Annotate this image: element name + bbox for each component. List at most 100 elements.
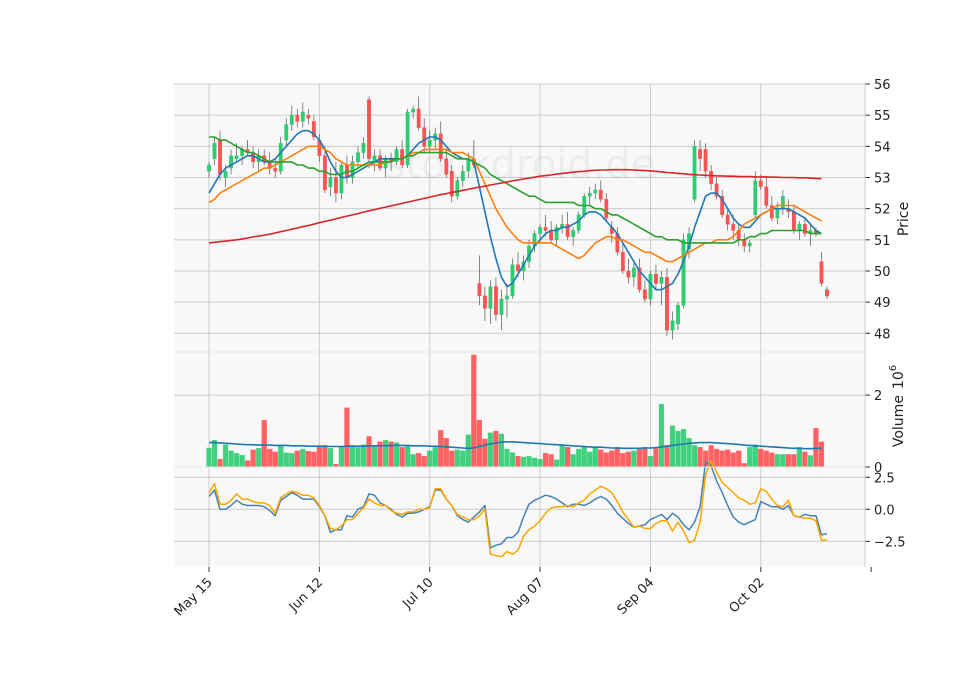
price-tick-label: 52 xyxy=(874,203,891,218)
indicator-tick-label: 0.0 xyxy=(874,503,895,518)
candle xyxy=(477,255,482,306)
volume-bar xyxy=(636,448,642,468)
candle-body xyxy=(411,108,416,113)
indicator-lines xyxy=(208,129,828,558)
volume-bar xyxy=(267,448,273,468)
candle-body xyxy=(273,167,278,172)
volume-bar xyxy=(476,420,482,468)
candle-body xyxy=(620,252,625,272)
candle-body xyxy=(367,99,371,159)
candle-body xyxy=(460,171,465,181)
candle xyxy=(681,233,686,309)
candle xyxy=(482,286,487,321)
volume-bar xyxy=(305,451,311,468)
volume-bar xyxy=(283,452,289,468)
candle xyxy=(803,218,807,237)
x-tick-label: Sep 04 xyxy=(615,575,658,618)
volume-bar xyxy=(239,454,245,468)
candle-body xyxy=(356,152,360,163)
candle-body xyxy=(488,286,493,309)
candle-body xyxy=(670,320,675,331)
candle xyxy=(753,171,758,218)
volume-tick-label: 0 xyxy=(874,461,882,476)
volume-bar xyxy=(581,446,587,468)
price-axis-title: Price xyxy=(896,202,912,236)
candle-body xyxy=(449,171,454,197)
volume-bar xyxy=(609,450,615,468)
volume-bar xyxy=(598,449,604,468)
candle xyxy=(819,252,824,287)
volume-bar xyxy=(405,445,411,468)
volume-bar xyxy=(410,454,416,468)
volume-bar xyxy=(465,434,471,468)
candle-body xyxy=(654,273,658,284)
candle-body xyxy=(753,180,758,216)
candle-body xyxy=(295,114,300,122)
volume-bar xyxy=(316,446,322,468)
candle-body xyxy=(278,143,283,172)
candle-body xyxy=(769,205,774,219)
candle-body xyxy=(455,180,460,197)
candle-body xyxy=(289,114,294,125)
volume-bar xyxy=(493,430,499,468)
candle-body xyxy=(300,111,305,122)
candle xyxy=(505,283,509,318)
candle xyxy=(361,136,366,159)
volume-bar xyxy=(587,451,593,468)
candle-body xyxy=(780,195,785,209)
volume-bar xyxy=(697,447,703,468)
candle xyxy=(334,161,338,203)
volume-bar xyxy=(222,444,229,468)
candle-body xyxy=(334,177,338,194)
candle xyxy=(306,108,311,125)
candle-body xyxy=(284,124,289,141)
volume-bar xyxy=(658,403,665,468)
candle xyxy=(692,140,697,203)
volume-bar xyxy=(233,453,240,468)
candle xyxy=(654,264,658,290)
candle-body xyxy=(229,155,233,169)
volume-bar xyxy=(520,456,527,468)
volume-bar xyxy=(211,439,218,468)
candle-body xyxy=(444,158,449,175)
volume-bar xyxy=(382,439,389,468)
candle xyxy=(676,302,680,331)
price-tick-label: 54 xyxy=(874,140,891,155)
candle xyxy=(444,149,449,178)
candle xyxy=(278,136,283,175)
candle-body xyxy=(422,127,427,147)
volume-bar xyxy=(294,450,300,468)
candle-body xyxy=(742,239,747,247)
volume-bar xyxy=(526,456,532,468)
candle xyxy=(207,161,211,178)
candle-body xyxy=(626,270,631,278)
panel-backgrounds xyxy=(174,84,865,567)
volume-scale-base: 10 xyxy=(891,371,907,389)
volume-bar xyxy=(531,457,538,468)
candle xyxy=(339,161,344,200)
candle xyxy=(709,165,714,190)
candle xyxy=(659,270,664,306)
candle-body xyxy=(538,227,542,234)
candle-body xyxy=(554,227,559,241)
volume-bar xyxy=(675,430,681,468)
x-tick-label: Aug 07 xyxy=(504,575,547,618)
volume-bar xyxy=(542,453,549,468)
candle-body xyxy=(477,283,482,297)
candle xyxy=(367,96,371,169)
candle-body xyxy=(499,298,504,315)
volume-bar xyxy=(460,450,466,468)
volume-bar xyxy=(454,449,460,468)
volume-bar xyxy=(349,445,356,468)
volume-bar xyxy=(647,456,654,468)
candle xyxy=(725,208,730,231)
volume-bar xyxy=(471,354,477,468)
candle-body xyxy=(791,211,796,231)
candle-body xyxy=(709,171,714,184)
candle xyxy=(571,227,576,247)
candle-body xyxy=(797,224,802,231)
price-moving-average-line-1 xyxy=(208,145,822,263)
price-tick-label: 56 xyxy=(874,78,891,93)
volume-bar xyxy=(642,447,648,468)
volume-bar xyxy=(653,447,659,468)
